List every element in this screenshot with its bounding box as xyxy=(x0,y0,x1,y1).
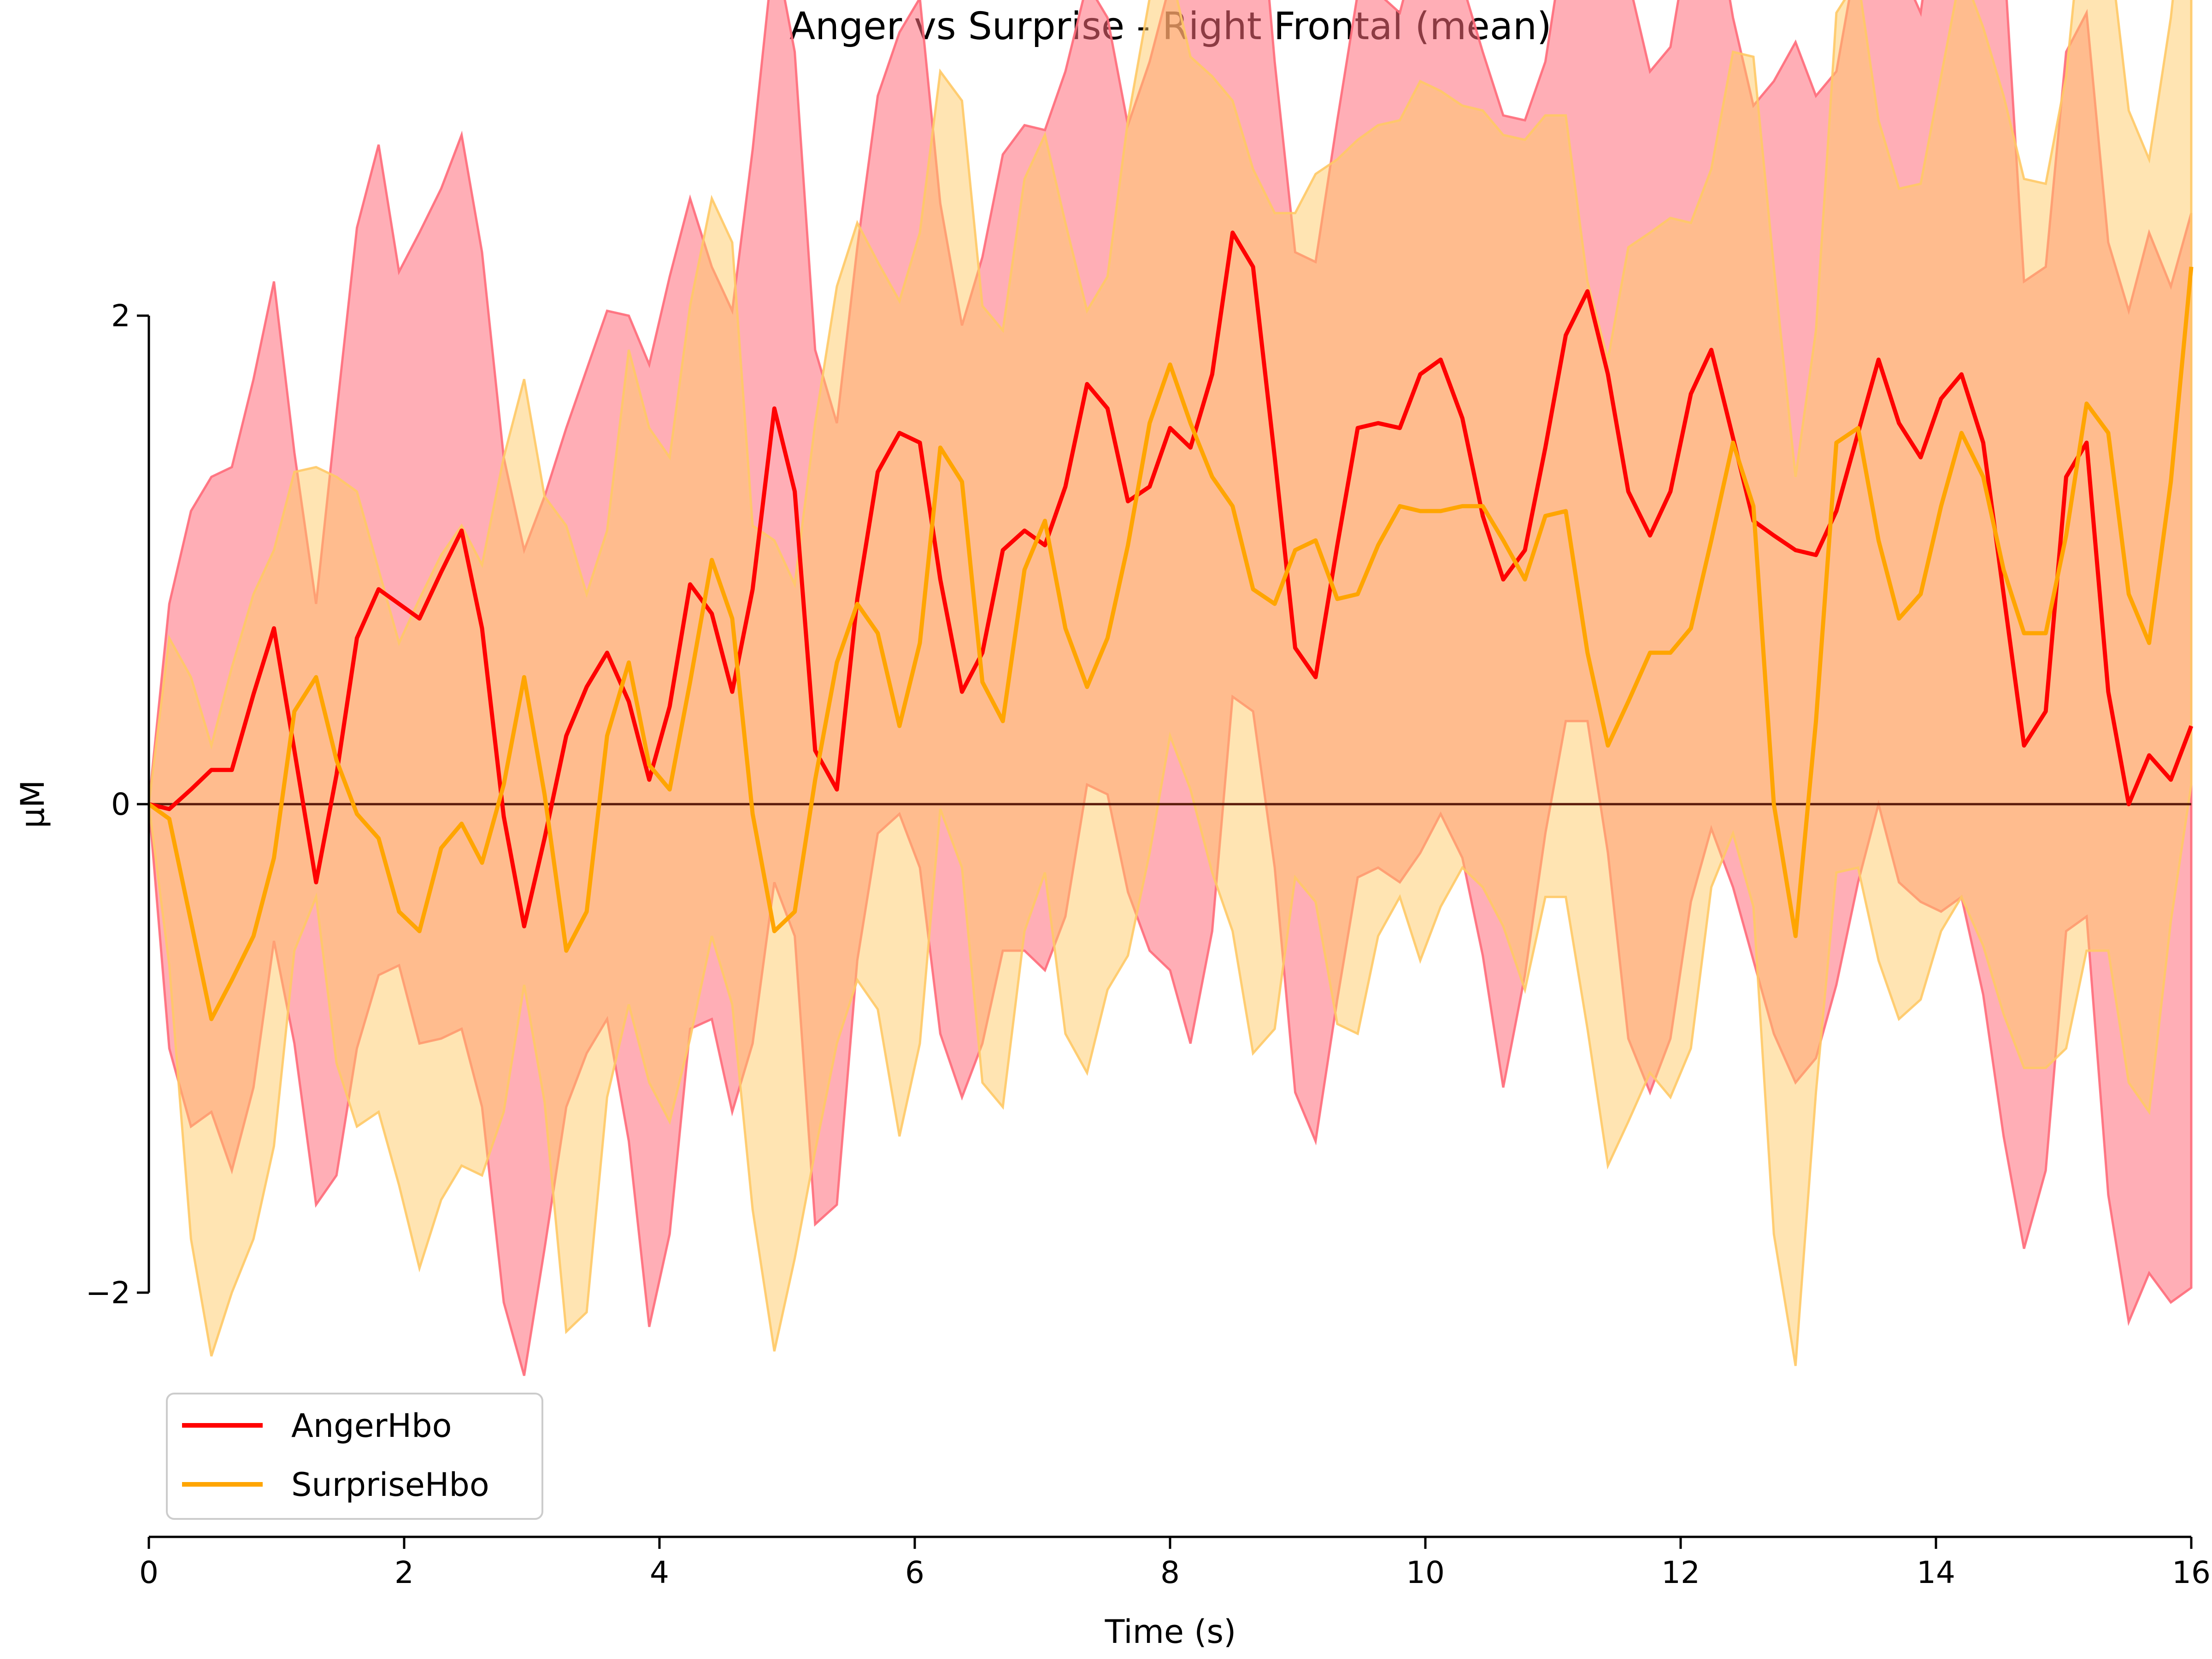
x-tick-label: 12 xyxy=(1661,1555,1700,1590)
surprisehbo-line xyxy=(147,266,2194,1021)
confidence-bands xyxy=(147,0,2193,1376)
x-tick-label: 14 xyxy=(1917,1555,1955,1590)
x-tick-label: 8 xyxy=(1160,1555,1180,1590)
legend: AngerHbo SurpriseHbo xyxy=(166,1393,543,1520)
y-tick-label: 0 xyxy=(111,787,130,822)
x-tick-label: 10 xyxy=(1406,1555,1445,1590)
y-tick-label: −2 xyxy=(86,1275,130,1311)
x-tick-label: 0 xyxy=(139,1555,159,1590)
legend-label-angerhbo: AngerHbo xyxy=(291,1407,452,1445)
legend-label-surprisehbo: SurpriseHbo xyxy=(291,1466,489,1504)
x-axis: 0 2 4 6 8 10 12 14 16 xyxy=(139,1535,2211,1590)
x-tick-label: 6 xyxy=(905,1555,924,1590)
x-axis-label: Time (s) xyxy=(1105,1613,1236,1651)
x-tick-label: 2 xyxy=(394,1555,414,1590)
x-tick-label: 16 xyxy=(2172,1555,2211,1590)
x-tick-label: 4 xyxy=(650,1555,669,1590)
surprisehbo-band xyxy=(147,0,2193,1366)
y-axis-label: µM xyxy=(14,780,52,829)
angerhbo-line xyxy=(148,230,2194,929)
series-lines xyxy=(147,230,2194,1021)
y-axis: −2 0 2 xyxy=(86,298,150,1311)
y-tick-label: 2 xyxy=(111,298,130,334)
